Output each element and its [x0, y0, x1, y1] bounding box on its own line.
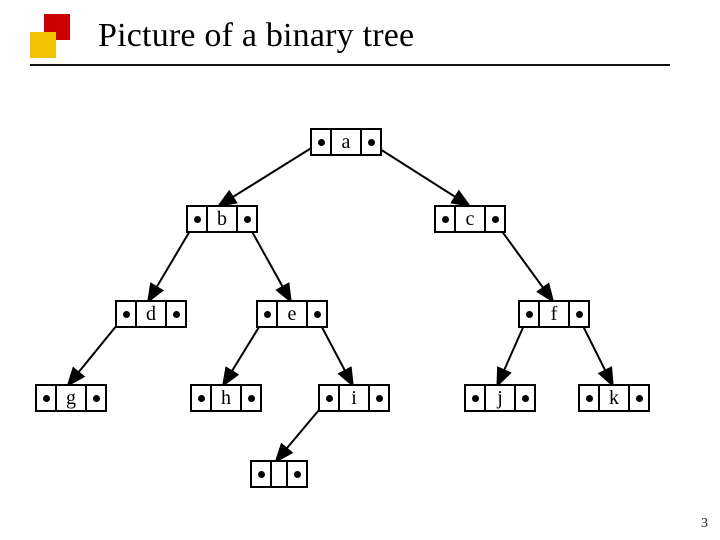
tree-node-i: i [318, 384, 390, 412]
slide-header: Picture of a binary tree [30, 14, 670, 66]
pointer-left-icon [188, 207, 206, 231]
node-label [270, 462, 286, 486]
tree-node-f: f [518, 300, 590, 328]
pointer-left-icon [117, 302, 135, 326]
node-label: a [330, 130, 360, 154]
node-label: g [55, 386, 85, 410]
edge-a-c [369, 142, 468, 205]
tree-edges [0, 0, 720, 540]
node-label: e [276, 302, 306, 326]
title-underline [30, 64, 670, 66]
node-label: i [338, 386, 368, 410]
tree-node-j: j [464, 384, 536, 412]
node-label: k [598, 386, 628, 410]
pointer-right-icon [628, 386, 648, 410]
pointer-left-icon [466, 386, 484, 410]
tree-node-b: b [186, 205, 258, 233]
pointer-left-icon [580, 386, 598, 410]
pointer-left-icon [192, 386, 210, 410]
tree-node-l [250, 460, 308, 488]
pointer-right-icon [85, 386, 105, 410]
tree-node-c: c [434, 205, 506, 233]
pointer-right-icon [240, 386, 260, 410]
pointer-right-icon [165, 302, 185, 326]
pointer-left-icon [252, 462, 270, 486]
node-label: d [135, 302, 165, 326]
pointer-right-icon [360, 130, 380, 154]
slide-title: Picture of a binary tree [98, 17, 414, 55]
pointer-left-icon [312, 130, 330, 154]
page-number: 3 [701, 516, 708, 532]
pointer-right-icon [236, 207, 256, 231]
tree-node-g: g [35, 384, 107, 412]
tree-node-e: e [256, 300, 328, 328]
pointer-right-icon [514, 386, 534, 410]
node-label: b [206, 207, 236, 231]
tree-node-a: a [310, 128, 382, 156]
title-bullet-icon [30, 14, 84, 58]
edge-a-b [220, 142, 321, 205]
node-label: f [538, 302, 568, 326]
pointer-left-icon [320, 386, 338, 410]
title-row: Picture of a binary tree [30, 14, 670, 58]
node-label: j [484, 386, 514, 410]
pointer-left-icon [520, 302, 538, 326]
node-label: h [210, 386, 240, 410]
pointer-right-icon [368, 386, 388, 410]
pointer-left-icon [436, 207, 454, 231]
pointer-right-icon [484, 207, 504, 231]
pointer-left-icon [258, 302, 276, 326]
pointer-right-icon [286, 462, 306, 486]
node-label: c [454, 207, 484, 231]
tree-node-d: d [115, 300, 187, 328]
tree-node-h: h [190, 384, 262, 412]
pointer-right-icon [568, 302, 588, 326]
square-yellow-icon [30, 32, 56, 58]
pointer-right-icon [306, 302, 326, 326]
pointer-left-icon [37, 386, 55, 410]
tree-node-k: k [578, 384, 650, 412]
